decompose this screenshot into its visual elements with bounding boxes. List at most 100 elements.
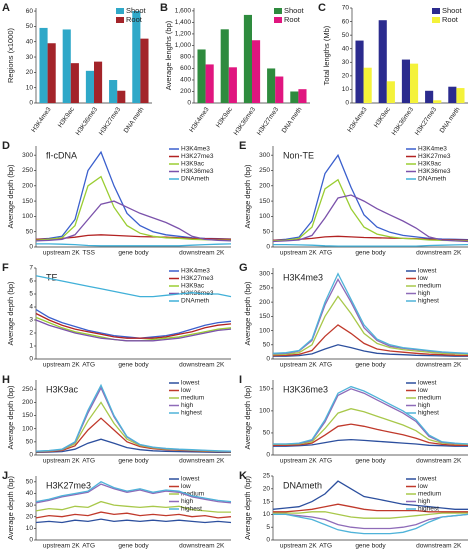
legend-label: lowest — [181, 476, 200, 483]
legend-label: highest — [181, 410, 202, 417]
y-tick-label: 150 — [22, 198, 33, 205]
region-label: upstream 2K — [43, 543, 81, 550]
line-series — [35, 438, 231, 454]
region-label: ATG — [319, 458, 332, 465]
region-label: upstream 2K — [43, 362, 81, 369]
bar — [252, 40, 261, 103]
legend-label: low — [418, 387, 428, 394]
y-tick-label: 100 — [259, 327, 270, 334]
region-label: downstream 2K — [179, 458, 225, 465]
legend-swatch — [274, 17, 282, 23]
bar — [220, 29, 229, 103]
y-tick-label: 1,600 — [175, 8, 192, 15]
y-tick-label: 150 — [259, 386, 270, 393]
bar — [355, 40, 364, 103]
y-axis-label: Average depth (bp) — [6, 164, 15, 229]
x-tick-label: DNA meth — [439, 106, 462, 135]
y-tick-label: 0 — [266, 244, 270, 251]
panel-label: H — [2, 374, 10, 386]
bar — [243, 14, 252, 104]
bar — [94, 61, 103, 103]
bar — [386, 81, 395, 103]
y-tick-label: 600 — [180, 65, 191, 72]
legend-swatch — [116, 8, 124, 14]
y-tick-label: 800 — [180, 54, 191, 61]
line-series — [35, 275, 232, 298]
legend-swatch — [432, 17, 440, 23]
line-series — [35, 312, 232, 339]
legend-label: low — [181, 483, 191, 490]
line-series — [273, 513, 469, 535]
panel-label: G — [239, 262, 248, 274]
legend-label: H3K36me3 — [418, 168, 451, 175]
region-label: gene body — [118, 362, 149, 369]
line-series — [273, 438, 468, 447]
y-tick-label: 0 — [29, 244, 33, 251]
y-tick-label: 5 — [266, 524, 270, 531]
region-label: gene body — [355, 362, 386, 369]
line-series — [272, 480, 468, 510]
bar — [62, 29, 71, 103]
legend-label: highest — [418, 506, 439, 513]
legend-label: high — [181, 402, 194, 409]
region-label: upstream 2K — [280, 250, 318, 257]
x-tick-label: DNA meth — [281, 106, 304, 135]
panel-label: F — [2, 262, 9, 274]
line-series — [35, 483, 232, 504]
x-tick-label: H3K9ac — [215, 106, 234, 130]
bar — [456, 88, 465, 103]
y-tick-label: 100 — [22, 425, 33, 432]
legend-label: H3K9ac — [181, 161, 205, 168]
legend-label: H3K27me3 — [418, 153, 451, 160]
legend-label: high — [418, 290, 431, 297]
y-tick-label: 200 — [180, 88, 191, 95]
y-tick-label: 150 — [22, 412, 33, 419]
panel-label: B — [160, 2, 168, 14]
y-tick-label: 50 — [263, 228, 271, 235]
y-tick-label: 200 — [22, 183, 33, 190]
bar — [109, 80, 118, 103]
y-axis-label: Average depth (bp) — [6, 281, 15, 346]
region-label: gene body — [118, 458, 149, 465]
y-tick-label: 0 — [29, 452, 33, 459]
legend-label: lowest — [418, 380, 437, 387]
line-series — [35, 500, 231, 513]
bar — [275, 76, 284, 103]
region-label: ATG — [319, 543, 332, 550]
x-tick-label: H3K36me3 — [233, 106, 258, 137]
legend-label: H3K9ac — [181, 283, 205, 290]
legend-label: DNAmeth — [418, 176, 447, 183]
x-tick-label: DNA meth — [123, 106, 146, 135]
region-label: ATG — [319, 362, 332, 369]
y-tick-label: 300 — [22, 152, 33, 159]
y-tick-label: 50 — [263, 430, 271, 437]
bar — [47, 43, 56, 103]
line-series — [273, 513, 469, 530]
y-tick-label: 150 — [259, 313, 270, 320]
panel-label: K — [239, 470, 247, 482]
line-series — [35, 309, 232, 339]
legend-label: highest — [418, 298, 439, 305]
y-tick-label: 10 — [26, 84, 34, 91]
line-series — [272, 194, 469, 243]
y-tick-label: 300 — [259, 152, 270, 159]
y-tick-label: 300 — [259, 270, 270, 277]
y-tick-label: 0 — [345, 100, 349, 107]
y-tick-label: 60 — [342, 18, 350, 25]
y-tick-label: 250 — [22, 386, 33, 393]
region-label: gene body — [118, 543, 149, 550]
panel-title: H3K9ac — [46, 384, 79, 394]
y-tick-label: 1,400 — [175, 19, 192, 26]
line-series — [273, 243, 469, 247]
y-tick-label: 40 — [26, 38, 34, 45]
line-series — [35, 175, 232, 241]
line-series — [273, 408, 469, 446]
legend-label: medium — [418, 283, 441, 290]
legend-label: DNAmeth — [181, 298, 210, 305]
bar — [378, 20, 387, 103]
legend-label: H3K36me3 — [181, 168, 214, 175]
y-tick-label: 3 — [29, 317, 33, 324]
legend-label: H3K9ac — [418, 161, 442, 168]
bar — [117, 90, 126, 103]
y-tick-label: 1,000 — [175, 42, 192, 49]
